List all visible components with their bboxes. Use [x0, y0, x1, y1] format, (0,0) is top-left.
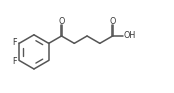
Text: O: O: [58, 17, 65, 26]
Text: O: O: [109, 17, 116, 26]
Text: OH: OH: [124, 32, 136, 40]
Text: F: F: [12, 57, 16, 66]
Text: F: F: [12, 38, 16, 47]
